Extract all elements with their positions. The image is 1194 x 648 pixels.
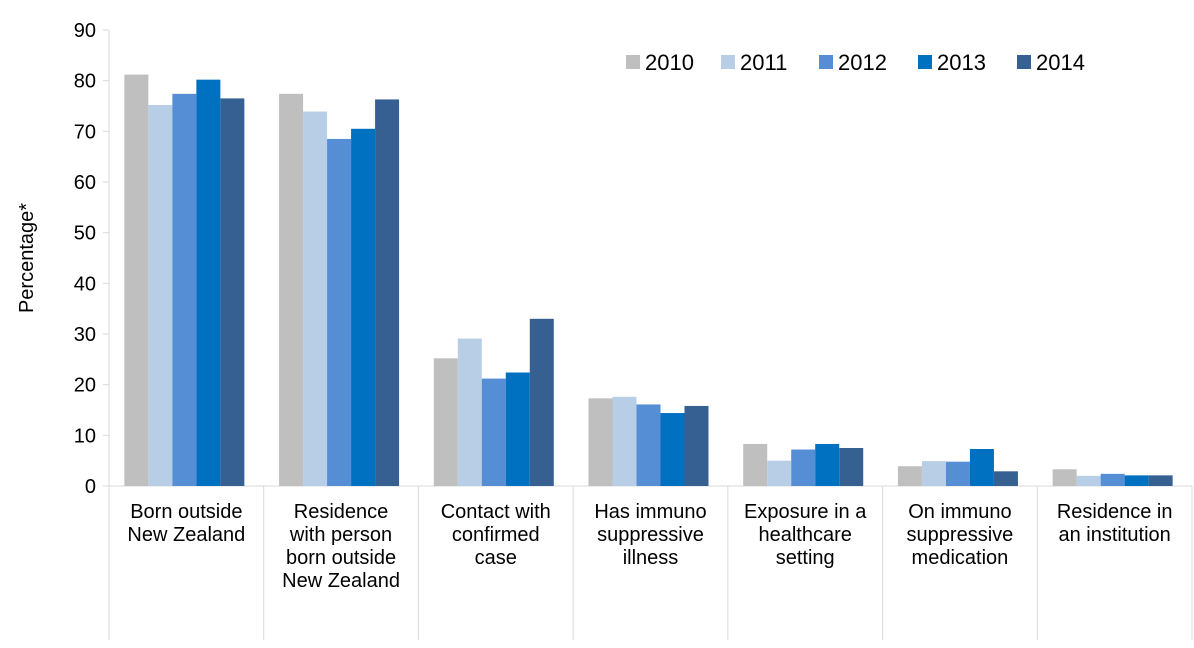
y-tick-label: 10 <box>74 425 96 447</box>
bar-2014-1 <box>375 99 400 486</box>
bar-2014-4 <box>839 448 864 486</box>
bar-2010-4 <box>743 443 768 486</box>
bar-2012-6 <box>1100 473 1125 486</box>
y-tick-label: 0 <box>85 476 96 498</box>
bar-2012-4 <box>791 449 816 486</box>
y-tick-label: 70 <box>74 121 96 143</box>
y-tick-label: 90 <box>74 20 96 42</box>
legend-label-2011: 2011 <box>740 50 787 75</box>
bar-2011-6 <box>1076 475 1101 486</box>
bar-2013-5 <box>969 449 994 486</box>
bar-2010-5 <box>897 466 922 486</box>
x-category-label: Residence in an institution <box>1056 501 1173 546</box>
bar-2012-3 <box>636 404 661 486</box>
bar-2013-1 <box>351 128 376 487</box>
bar-2011-0 <box>148 104 173 486</box>
y-tick-label: 50 <box>74 223 96 245</box>
x-category-label: Has immuno suppressive illness <box>594 501 707 569</box>
bar-2014-2 <box>529 318 554 486</box>
bar-2012-1 <box>327 138 352 486</box>
legend-swatch-2011 <box>721 55 735 69</box>
x-category-label: On immuno suppressive medication <box>906 501 1014 569</box>
legend-swatch-2014 <box>1017 55 1031 69</box>
bar-2011-1 <box>303 111 328 486</box>
bar-2012-5 <box>945 461 970 486</box>
legend-label-2013: 2013 <box>937 50 986 75</box>
bar-2011-3 <box>612 396 637 486</box>
bar-2013-0 <box>196 79 221 487</box>
bar-2011-2 <box>457 338 482 486</box>
bar-2014-3 <box>684 405 709 486</box>
bar-2014-0 <box>220 98 245 487</box>
legend-swatch-2013 <box>918 55 932 69</box>
legend-label-2014: 2014 <box>1036 50 1085 75</box>
legend-label-2012: 2012 <box>838 50 887 75</box>
y-axis-label: Percentage* <box>16 203 38 313</box>
bar-2010-0 <box>124 74 149 486</box>
x-category-label: Born outside New Zealand <box>127 501 246 546</box>
y-tick-label: 30 <box>74 324 96 346</box>
bar-2010-3 <box>588 398 613 486</box>
bar-2010-2 <box>433 358 458 486</box>
legend-swatch-2012 <box>819 55 833 69</box>
x-category-label: Exposure in a healthcare setting <box>744 501 867 569</box>
bar-2013-2 <box>505 372 530 486</box>
y-tick-label: 80 <box>74 71 96 93</box>
bar-2014-5 <box>993 471 1018 486</box>
bar-2012-0 <box>172 93 197 486</box>
bar-2013-6 <box>1124 475 1149 486</box>
bar-2011-5 <box>921 461 946 486</box>
bar-2013-3 <box>660 413 685 486</box>
bar-2014-6 <box>1148 475 1173 486</box>
y-tick-label: 20 <box>74 375 96 397</box>
x-category-label: Contact with confirmed case <box>440 501 551 569</box>
legend-swatch-2010 <box>626 55 640 69</box>
bar-2012-2 <box>481 378 506 486</box>
bar-2011-4 <box>767 460 792 486</box>
bar-2010-6 <box>1052 469 1077 486</box>
legend-label-2010: 2010 <box>645 50 694 75</box>
y-tick-label: 60 <box>74 172 96 194</box>
x-category-label: Residence with person born outside New Z… <box>282 501 400 592</box>
bar-2010-1 <box>279 93 304 486</box>
y-tick-label: 40 <box>74 273 96 295</box>
bar-2013-4 <box>815 443 840 486</box>
